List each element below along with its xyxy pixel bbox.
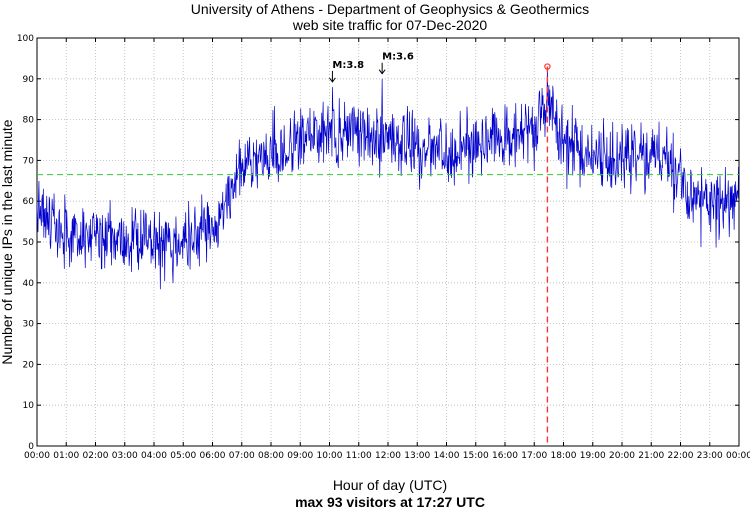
y-tick-label: 40 xyxy=(23,279,35,289)
x-tick-label: 19:00 xyxy=(580,451,606,461)
annotation-label: M:3.6 xyxy=(382,52,414,63)
y-tick-label: 60 xyxy=(23,197,35,207)
x-tick-label: 01:00 xyxy=(53,451,79,461)
x-tick-label: 18:00 xyxy=(551,451,577,461)
x-tick-label: 14:00 xyxy=(434,451,460,461)
x-tick-label: 15:00 xyxy=(463,451,489,461)
y-tick-label: 100 xyxy=(17,34,34,44)
annotation-label: M:3.8 xyxy=(332,60,364,71)
x-tick-label: 20:00 xyxy=(609,451,635,461)
x-tick-label: 16:00 xyxy=(492,451,518,461)
series xyxy=(36,66,739,290)
annotation-arrowhead xyxy=(378,69,386,75)
x-tick-label: 08:00 xyxy=(258,451,284,461)
x-tick-label: 21:00 xyxy=(638,451,664,461)
y-tick-label: 90 xyxy=(23,75,35,85)
annotation-arrowhead xyxy=(329,77,336,83)
x-tick-label: 05:00 xyxy=(170,451,196,461)
x-tick-label: 12:00 xyxy=(375,451,401,461)
x-tick-label: 04:00 xyxy=(141,451,167,461)
x-tick-label: 06:00 xyxy=(200,451,226,461)
y-tick-label: 10 xyxy=(23,401,35,411)
x-axis-label: Hour of day (UTC) xyxy=(333,477,447,493)
max-marker xyxy=(544,63,551,70)
grid xyxy=(37,38,739,446)
traffic-series-line xyxy=(36,66,739,290)
x-tick-label: 09:00 xyxy=(287,451,313,461)
y-tick-label: 20 xyxy=(23,360,35,370)
chart-footer: max 93 visitors at 17:27 UTC xyxy=(295,494,485,510)
y-tick-label: 80 xyxy=(23,116,35,126)
x-tick-label: 22:00 xyxy=(668,451,694,461)
x-tick-label: 10:00 xyxy=(317,451,343,461)
x-tick-label: 17:00 xyxy=(521,451,547,461)
chart-title: University of Athens - Department of Geo… xyxy=(191,1,589,17)
x-tick-label: 07:00 xyxy=(229,451,255,461)
x-tick-label: 03:00 xyxy=(112,451,138,461)
x-tick-label: 11:00 xyxy=(346,451,372,461)
y-tick-label: 50 xyxy=(23,238,35,248)
x-tick-label: 23:00 xyxy=(697,451,723,461)
y-tick-label: 30 xyxy=(23,320,35,330)
x-tick-label: 02:00 xyxy=(83,451,109,461)
x-tick-label: 00:00 xyxy=(726,451,750,461)
chart-subtitle: web site traffic for 07-Dec-2020 xyxy=(292,17,487,33)
y-tick-label: 70 xyxy=(23,156,35,166)
x-tick-label: 00:00 xyxy=(24,451,50,461)
y-axis-label: Number of unique IPs in the last minute xyxy=(0,119,15,364)
y-tick-label: 0 xyxy=(28,442,34,452)
x-tick-label: 13:00 xyxy=(404,451,430,461)
overlays: M:3.8 M:3.6 xyxy=(37,52,739,446)
